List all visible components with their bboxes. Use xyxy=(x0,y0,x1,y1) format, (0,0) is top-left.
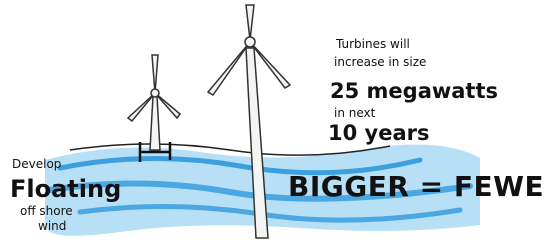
illustration: Turbines will increase in size 25 megawa… xyxy=(0,0,544,242)
annotation: off shore xyxy=(20,204,73,218)
slogan: BIGGER = FEWER xyxy=(288,170,544,203)
annotation: increase in size xyxy=(334,55,426,69)
annotation-emphasis: Floating xyxy=(10,175,121,203)
annotation-emphasis: 25 megawatts xyxy=(330,79,498,103)
annotation: in next xyxy=(334,106,376,120)
annotation-emphasis: 10 years xyxy=(328,121,430,145)
annotation: Turbines will xyxy=(335,37,410,51)
annotation: wind xyxy=(38,219,66,233)
annotation: Develop xyxy=(12,157,61,171)
